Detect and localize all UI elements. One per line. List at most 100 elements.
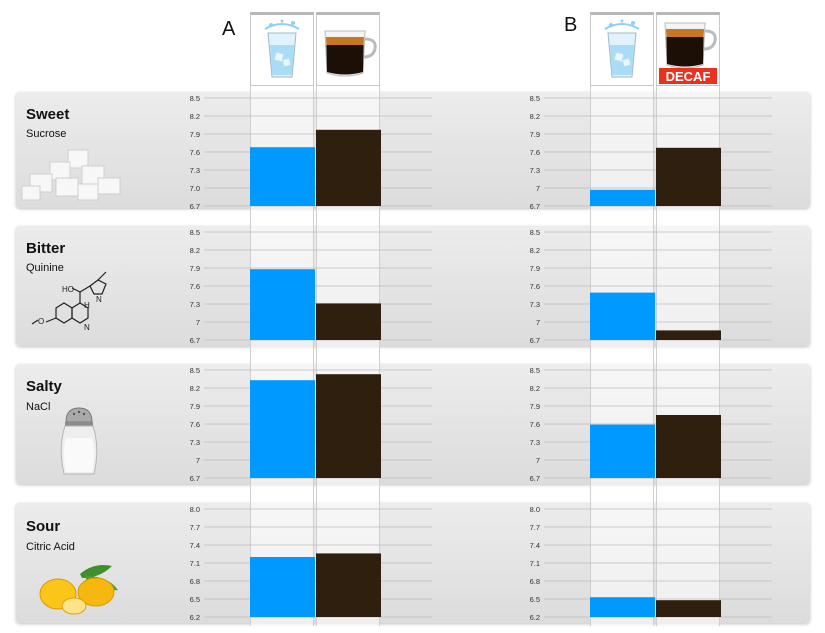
y-tick-label: 7.7 <box>530 523 540 532</box>
y-tick-label: 7.7 <box>190 523 200 532</box>
taste-compound-bitter: Quinine <box>26 262 64 274</box>
y-tick-label: 7 <box>536 456 540 465</box>
y-tick-label: 6.7 <box>530 336 540 345</box>
y-tick-label: 8.5 <box>190 94 200 103</box>
y-tick-label: 6.8 <box>530 577 540 586</box>
bar-coffee <box>656 147 721 206</box>
y-tick-label: 7.3 <box>530 300 540 309</box>
bar-coffee <box>316 303 381 340</box>
y-tick-label: 7.3 <box>530 438 540 447</box>
bar-water <box>590 424 655 478</box>
y-tick-label: 6.7 <box>190 474 200 483</box>
y-tick-label: 8.2 <box>530 246 540 255</box>
y-tick-label: 7.1 <box>190 559 200 568</box>
chart-bitter-b: 8.5 8.2 7.9 7.6 7.3 7 6.7 <box>530 228 772 345</box>
bar-coffee <box>316 129 381 206</box>
chart-sour-a: 8.0 7.7 7.4 7.1 6.8 6.5 6.2 <box>190 505 432 622</box>
y-tick-label: 8.2 <box>530 112 540 121</box>
y-tick-label: 7.9 <box>190 130 200 139</box>
lemon-icon <box>34 560 124 621</box>
taste-name-sweet: Sweet <box>26 106 70 123</box>
espresso-cup-icon <box>324 30 377 77</box>
y-tick-label: 7 <box>536 318 540 327</box>
y-tick-label: 6.7 <box>190 202 200 211</box>
y-tick-label: 7.9 <box>530 264 540 273</box>
chart-sour-b: 8.0 7.7 7.4 7.1 6.8 6.5 6.2 <box>530 505 772 622</box>
y-tick-label: 7.6 <box>530 148 540 157</box>
decaf-badge <box>659 68 717 84</box>
y-tick-label: 6.5 <box>530 595 540 604</box>
y-tick-label: 7.3 <box>530 166 540 175</box>
y-tick-label: 7.1 <box>530 559 540 568</box>
water-glass-header-a <box>250 12 314 86</box>
y-tick-label: 6.8 <box>190 577 200 586</box>
chart-sweet-b: 8.5 8.2 7.9 7.6 7.3 7 6.7 <box>530 94 772 211</box>
chart-sweet-a: 8.5 8.2 7.9 7.6 7.3 7.0 6.7 <box>190 94 432 211</box>
y-tick-label: 7.3 <box>190 438 200 447</box>
svg-text:HO: HO <box>62 285 74 294</box>
chart-bitter-a: 8.5 8.2 7.9 7.6 7.3 7 6.7 <box>190 228 432 345</box>
quinine-molecule-icon: HO H N O N <box>22 270 112 345</box>
chart-salty-a: 8.5 8.2 7.9 7.6 7.3 7 6.7 <box>190 366 432 483</box>
y-tick-label: 8.2 <box>190 246 200 255</box>
y-tick-label: 8.5 <box>530 94 540 103</box>
y-tick-label: 8.0 <box>190 505 200 514</box>
bar-water <box>590 597 655 617</box>
y-tick-label: 6.7 <box>530 474 540 483</box>
y-tick-label: 7.3 <box>190 166 200 175</box>
y-tick-label: 7.9 <box>530 402 540 411</box>
y-tick-label: 6.2 <box>190 613 200 622</box>
espresso-cup-icon: DECAF <box>659 22 717 84</box>
y-tick-label: 7.6 <box>530 282 540 291</box>
y-tick-label: 7.0 <box>190 184 200 193</box>
taste-compound-sweet: Sucrose <box>26 128 67 140</box>
y-tick-label: 8.5 <box>190 366 200 375</box>
svg-text:H: H <box>84 301 90 310</box>
cup-strip <box>590 86 654 626</box>
y-tick-label: 8.5 <box>530 366 540 375</box>
svg-text:O: O <box>38 317 44 326</box>
y-tick-label: 7.9 <box>190 402 200 411</box>
bar-water <box>250 147 315 206</box>
y-tick-label: 6.7 <box>190 336 200 345</box>
y-tick-label: 7.9 <box>190 264 200 273</box>
y-tick-label: 6.7 <box>530 202 540 211</box>
y-tick-label: 8.5 <box>530 228 540 237</box>
y-tick-label: 7.3 <box>190 300 200 309</box>
bar-coffee <box>656 415 721 478</box>
y-tick-label: 7 <box>536 184 540 193</box>
y-tick-label: 6.5 <box>190 595 200 604</box>
sugar-cubes-icon <box>20 144 130 209</box>
y-tick-label: 8.2 <box>530 384 540 393</box>
bar-coffee <box>656 330 721 340</box>
y-tick-label: 8.0 <box>530 505 540 514</box>
water-glass-icon <box>604 19 640 78</box>
water-glass-icon <box>264 19 300 78</box>
y-tick-label: 7.4 <box>530 541 540 550</box>
bar-water <box>590 292 655 340</box>
chart-salty-b: 8.5 8.2 7.9 7.6 7.3 7 6.7 <box>530 366 772 483</box>
taste-name-bitter: Bitter <box>26 240 66 257</box>
y-tick-label: 8.5 <box>190 228 200 237</box>
espresso-cup-header-a <box>316 12 380 86</box>
bar-coffee <box>316 553 381 617</box>
bar-coffee <box>316 374 381 478</box>
y-tick-label: 8.2 <box>190 384 200 393</box>
y-tick-label: 6.2 <box>530 613 540 622</box>
bar-water <box>590 189 655 206</box>
taste-compound-sour: Citric Acid <box>26 541 75 553</box>
bar-water <box>250 269 315 340</box>
salt-shaker-icon <box>56 404 102 485</box>
y-tick-label: 7.9 <box>530 130 540 139</box>
panel-letter-a: A <box>222 18 236 40</box>
y-tick-label: 7.6 <box>530 420 540 429</box>
svg-text:N: N <box>84 323 90 332</box>
decaf-cup-header-b: DECAF <box>656 12 720 86</box>
bar-coffee <box>656 600 721 617</box>
y-tick-label: 7 <box>196 318 200 327</box>
y-tick-label: 7.4 <box>190 541 200 550</box>
taste-name-salty: Salty <box>26 378 62 395</box>
y-tick-label: 7.6 <box>190 420 200 429</box>
y-tick-label: 7.6 <box>190 148 200 157</box>
y-tick-label: 7.6 <box>190 282 200 291</box>
